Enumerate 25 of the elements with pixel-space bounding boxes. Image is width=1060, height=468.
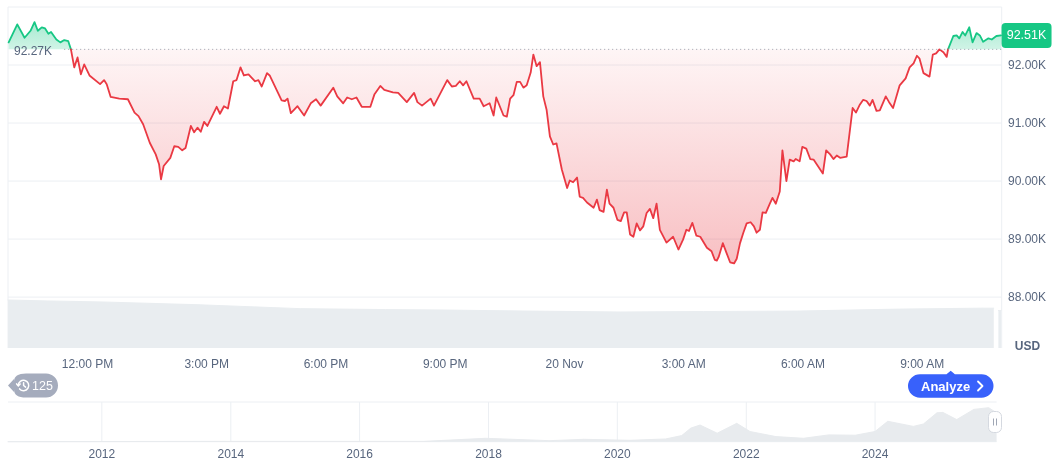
- annotation: 92.51K: [1006, 28, 1048, 43]
- x-tick-label: 2018: [475, 447, 503, 461]
- x-tick-label: 3:00 AM: [661, 357, 706, 371]
- x-tick-label: 3:00 PM: [184, 357, 230, 371]
- y-tick-label: 90.00K: [1008, 174, 1047, 189]
- y-axis-title: USD: [1014, 339, 1041, 353]
- ref-line-label: 92.27K: [14, 44, 53, 59]
- x-tick-label: 6:00 PM: [303, 357, 349, 371]
- y-tick-label: 88.00K: [1008, 290, 1047, 305]
- x-tick-label: 9:00 PM: [422, 357, 468, 371]
- x-tick-label: 2022: [732, 447, 760, 461]
- x-tick-label: 6:00 AM: [780, 357, 825, 371]
- text: 125: [32, 378, 53, 393]
- y-tick-label: 92.00K: [1008, 58, 1047, 73]
- y-tick-label: 91.00K: [1008, 116, 1047, 131]
- x-tick-label: 2024: [861, 447, 889, 461]
- text: Analyze: [921, 378, 971, 394]
- x-tick-label: 2020: [603, 447, 631, 461]
- x-tick-label: 9:00 AM: [900, 357, 945, 371]
- y-tick-label: 89.00K: [1008, 232, 1047, 247]
- x-tick-label: 2014: [217, 447, 245, 461]
- x-tick-label: 20 Nov: [545, 357, 584, 371]
- x-tick-label: 12:00 PM: [61, 357, 114, 371]
- x-tick-label: 2012: [88, 447, 116, 461]
- x-tick-label: 2016: [346, 447, 374, 461]
